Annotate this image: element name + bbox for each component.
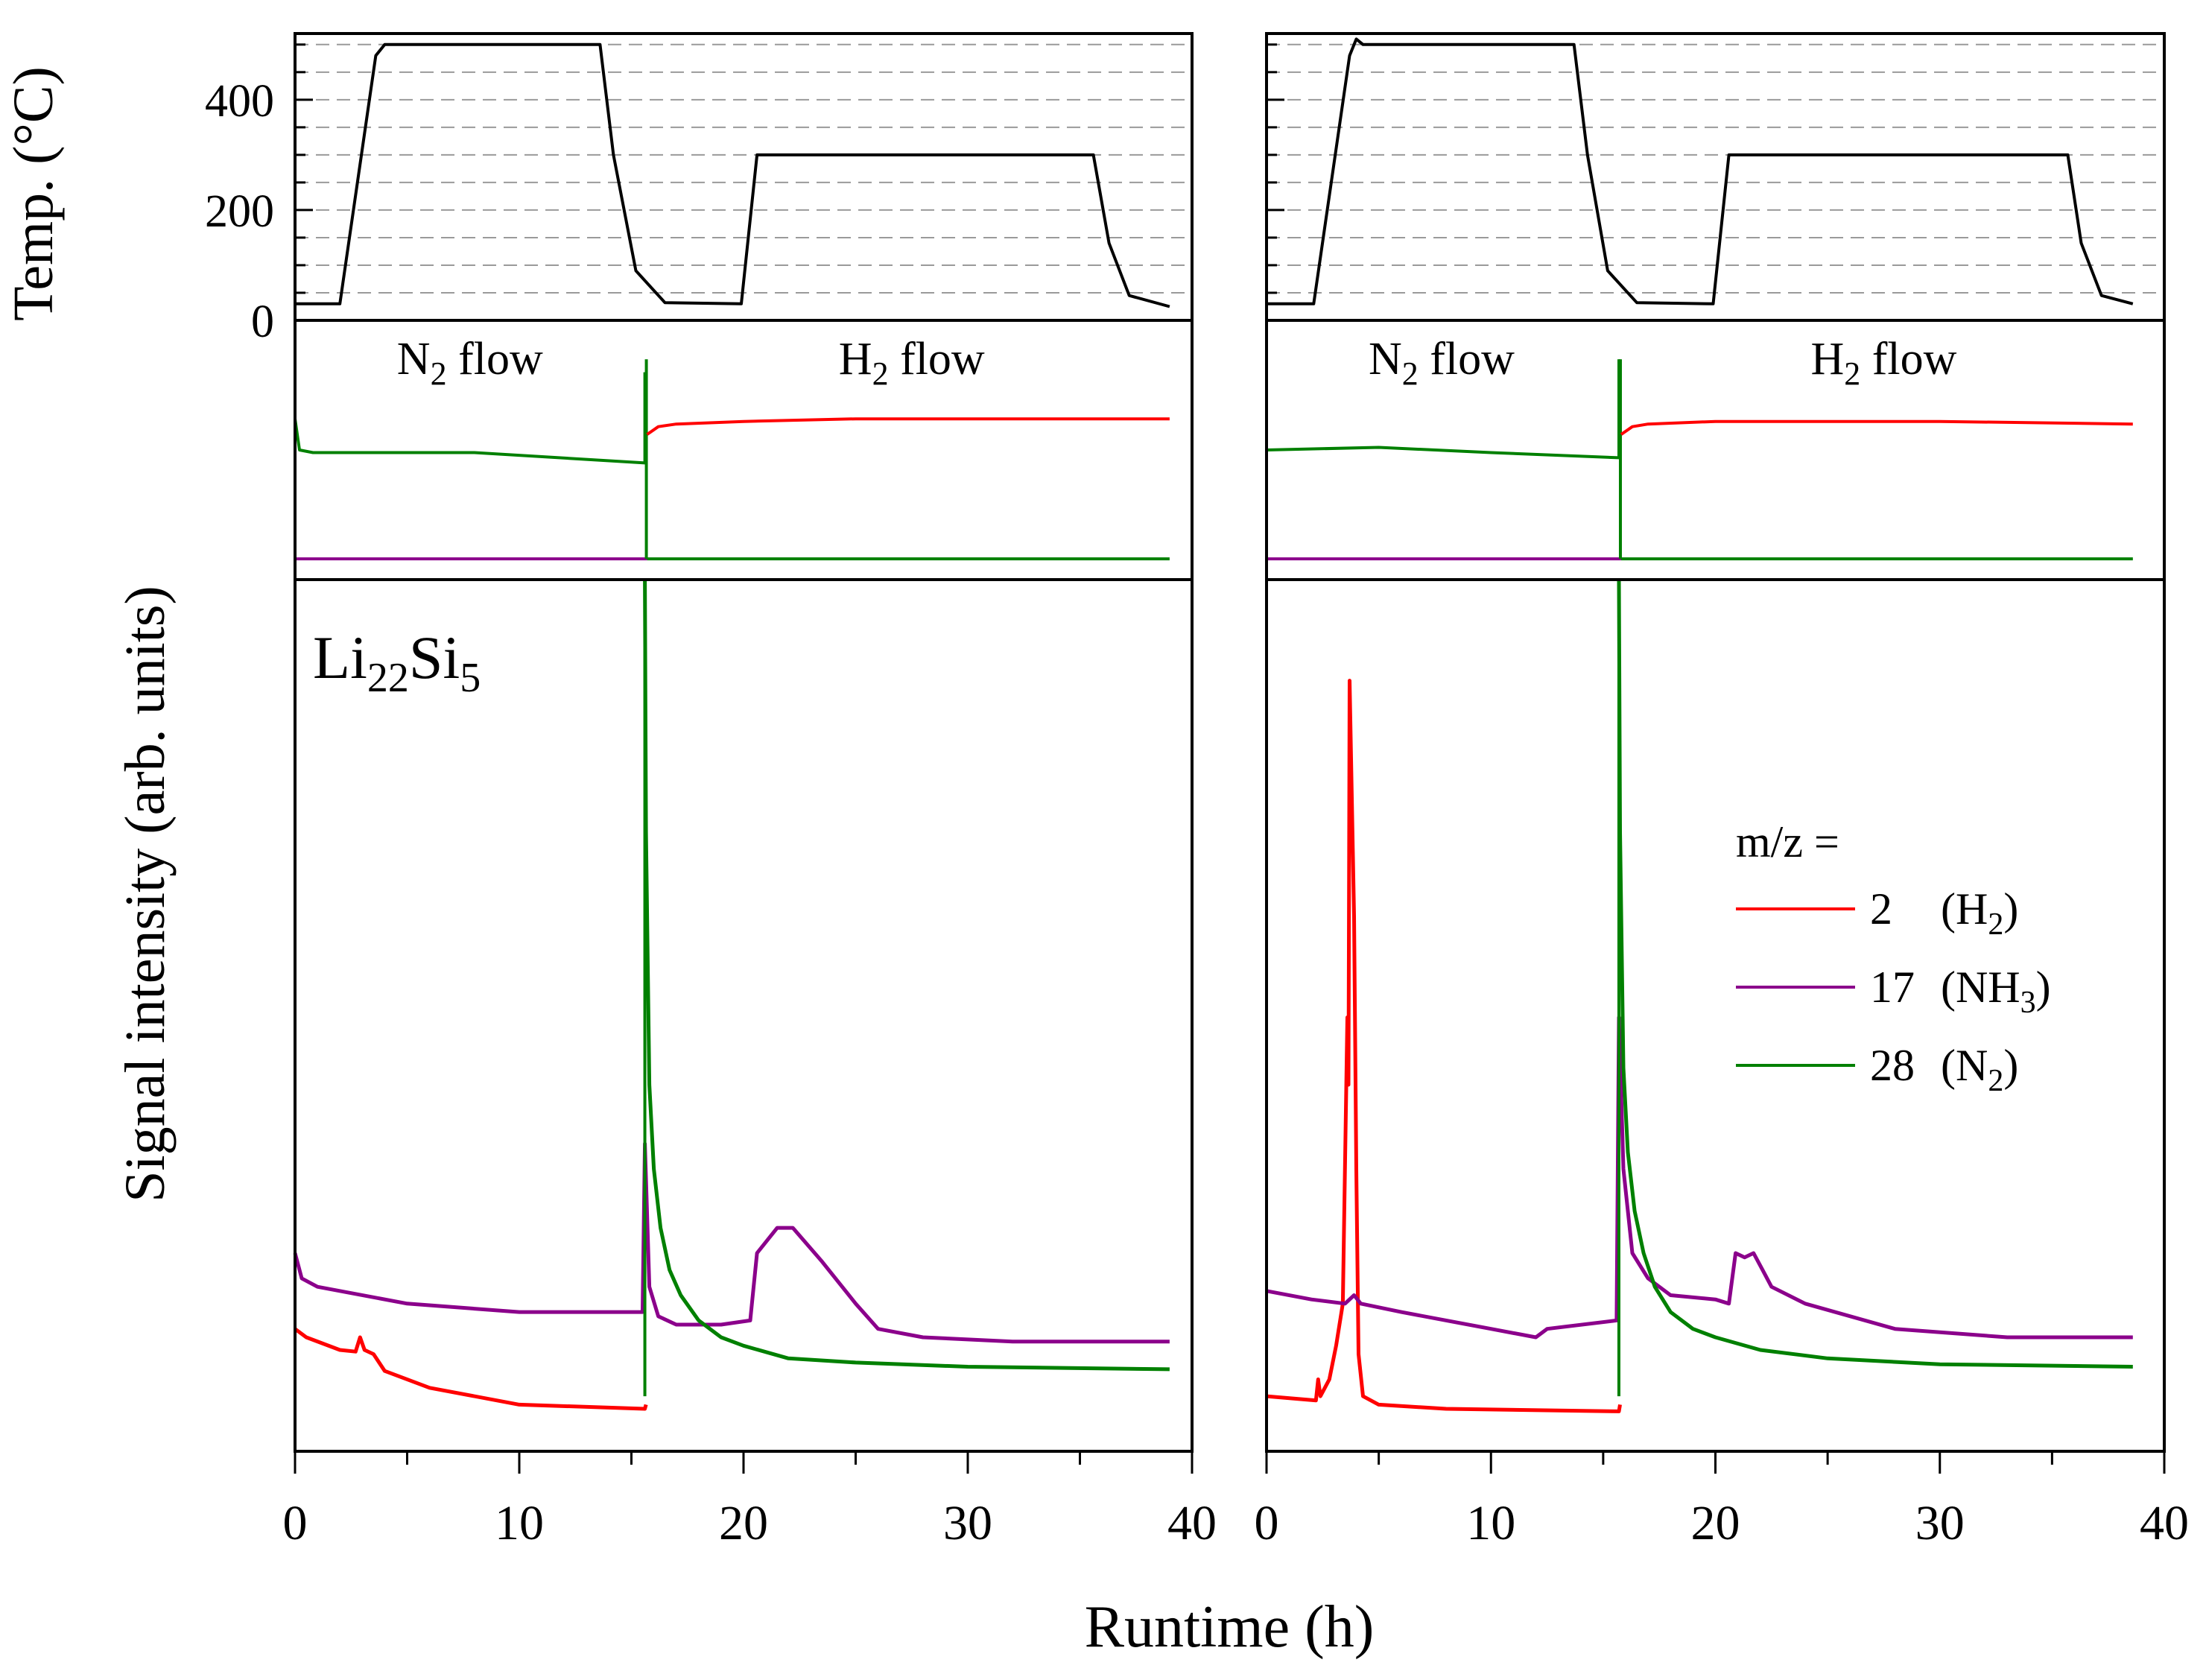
left-signal-nh3-line (293, 1141, 1170, 1344)
legend-label-h2-sub: 2 (1988, 907, 2003, 942)
legend-label-h2-end: ) (2003, 884, 2018, 933)
legend-mz-h2: 2 (1870, 884, 1892, 933)
left-flow-label-h2: H2 flow (839, 334, 985, 392)
left-flow-h2-line (646, 417, 1170, 436)
right-xtick-label: 0 (1255, 1496, 1279, 1550)
legend-label-nh3-end: ) (2036, 963, 2051, 1012)
legend-entry-nh3: 17 (NH3) (1736, 963, 2051, 1020)
sample-label-si: Si (409, 624, 460, 691)
right-signal-h2-line (1266, 679, 1622, 1413)
legend-label-n2-base: (N (1941, 1041, 1988, 1090)
legend: m/z = 2 (H2) 17 (NH3) 28 (N2) (1736, 817, 2051, 1098)
right-flow-label-h2: H2 flow (1810, 334, 1956, 392)
right-signal-nh3-line (1266, 1015, 2133, 1340)
x-axis-title: Runtime (h) (1085, 1594, 1375, 1660)
right-flow-label-n2: N2 flow (1369, 334, 1515, 392)
left-xtick-label: 30 (943, 1496, 992, 1550)
temp-ytick-label: 400 (205, 76, 274, 127)
right-xtick-label: 40 (2140, 1496, 2189, 1550)
signal-y-axis-title: Signal intensity (arb. units) (114, 586, 177, 1202)
legend-entry-h2: 2 (H2) (1736, 884, 2018, 942)
legend-label-nh3: (NH3) (1941, 963, 2051, 1020)
sample-label-li: Li (313, 624, 367, 691)
right-xtick-label: 30 (1915, 1496, 1965, 1550)
legend-entry-n2: 28 (N2) (1736, 1041, 2018, 1098)
sample-label: Li22Si5 (313, 624, 481, 701)
temp-ytick-label: 200 (205, 186, 274, 237)
legend-label-n2-sub: 2 (1988, 1064, 2003, 1098)
right-flow-h2-line (1620, 419, 2133, 436)
right-xtick-label: 20 (1691, 1496, 1740, 1550)
legend-label-nh3-sub: 3 (2020, 986, 2036, 1020)
left-xtick-label: 40 (1167, 1496, 1217, 1550)
left-flow-label-n2: N2 flow (397, 334, 543, 392)
legend-label-nh3-base: (NH (1941, 963, 2020, 1012)
legend-title: m/z = (1736, 817, 1839, 866)
legend-label-n2: (N2) (1941, 1041, 2018, 1098)
left-xtick-label: 0 (283, 1496, 308, 1550)
right-temperature-line (1267, 37, 2134, 305)
sample-label-sub2: 5 (460, 655, 481, 701)
left-signal-h2-line (294, 1327, 648, 1411)
left-xtick-label: 20 (719, 1496, 768, 1550)
legend-label-h2: (H2) (1941, 884, 2018, 942)
sample-label-sub1: 22 (367, 655, 409, 701)
legend-label-n2-end: ) (2003, 1041, 2018, 1090)
legend-mz-n2: 28 (1870, 1041, 1915, 1090)
left-panel: 0 200 400 N2 flow H2 flow 0 10 20 30 40 (205, 32, 1217, 1550)
temperature-y-axis-title: Temp. (°C) (2, 66, 65, 321)
left-xtick-label: 10 (495, 1496, 544, 1550)
left-signal-n2-line (643, 579, 1170, 1372)
left-flow-n2-line (294, 372, 647, 465)
right-signal-n2-line (1617, 579, 2133, 1369)
right-xtick-label: 10 (1466, 1496, 1515, 1550)
temp-ytick-label: 0 (251, 297, 274, 347)
legend-mz-nh3: 17 (1870, 963, 1915, 1012)
left-temperature-line (295, 42, 1170, 308)
legend-label-h2-base: (H (1941, 884, 1988, 933)
right-panel: N2 flow H2 flow 0 10 20 30 40 (1255, 32, 2189, 1550)
